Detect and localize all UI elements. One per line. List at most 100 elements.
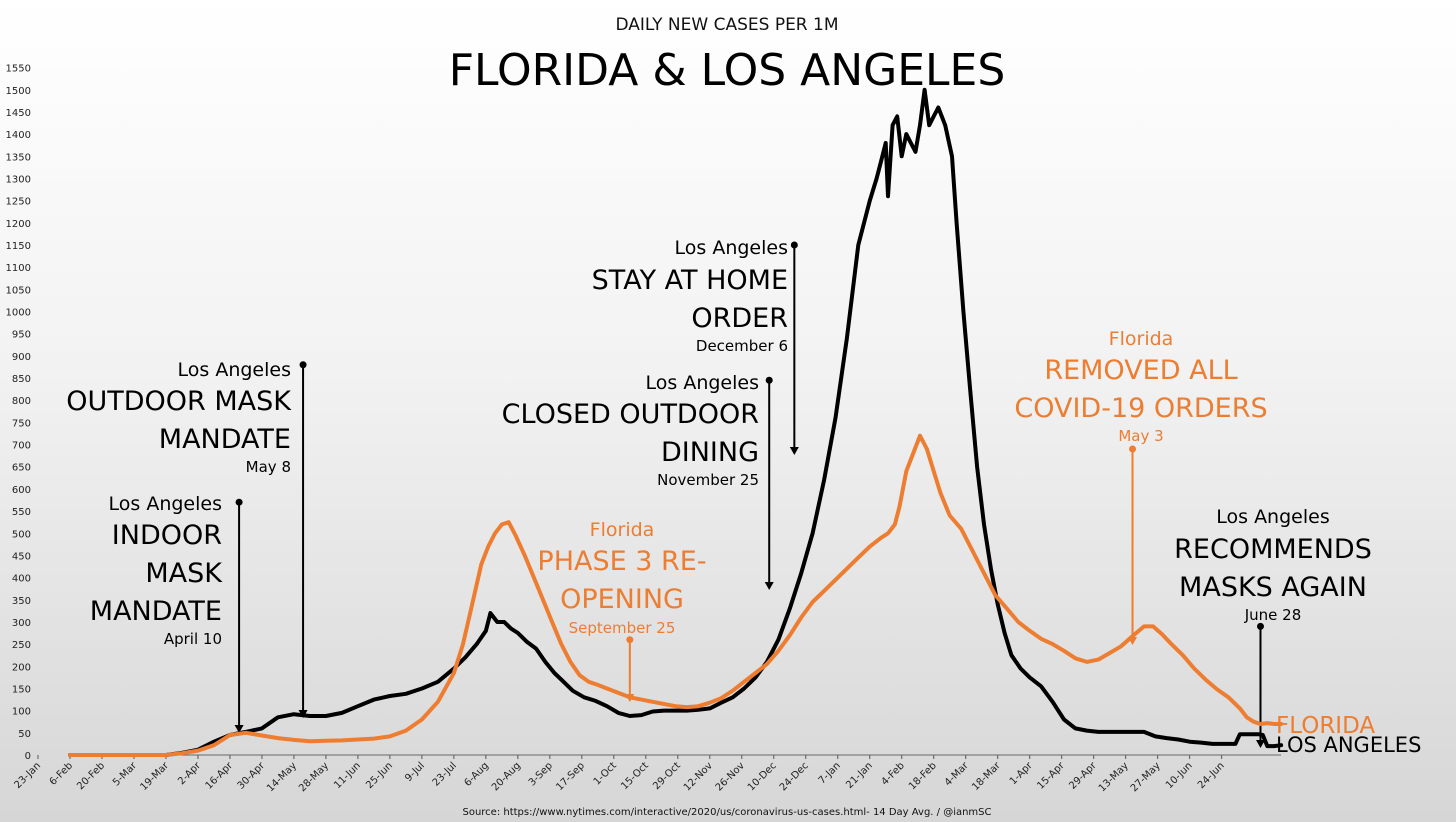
y-tick-label: 1150 [6, 241, 31, 252]
annotation-headline: OUTDOOR MASK [66, 386, 292, 417]
x-tick-label: 19-Mar [138, 760, 171, 793]
x-tick-label: 6-Feb [48, 760, 75, 787]
y-tick-label: 1050 [6, 285, 31, 296]
annotation-arrow-head [764, 582, 774, 590]
x-tick-label: 3-Sep [527, 760, 555, 788]
y-tick-label: 400 [12, 574, 31, 585]
x-tick-label: 29-Apr [1067, 760, 1099, 792]
annotation-headline: STAY AT HOME [592, 265, 788, 296]
y-tick-label: 800 [12, 396, 31, 407]
annotation-arrow-head [1255, 740, 1265, 748]
x-tick-label: 10-Dec [746, 760, 779, 793]
x-tick-label: 2-Apr [176, 760, 204, 788]
annotation-headline: MANDATE [159, 424, 291, 455]
annotation-region: Los Angeles [675, 237, 788, 259]
annotation-region: Los Angeles [178, 359, 291, 381]
annotation-headline: MASKS AGAIN [1179, 572, 1367, 603]
x-tick-label: 10-Jun [1164, 760, 1195, 791]
y-tick-label: 1350 [6, 152, 31, 163]
annotation-headline: COVID-19 ORDERS [1014, 393, 1267, 424]
y-tick-label: 1100 [6, 263, 31, 274]
x-tick-label: 15-Apr [1035, 760, 1067, 792]
annotation-headline: PHASE 3 RE- [537, 546, 706, 577]
x-tick-label: 20-Aug [490, 760, 523, 793]
x-tick-label: 14-May [265, 760, 299, 794]
x-tick-label: 28-May [297, 760, 331, 794]
annotation-headline: INDOOR [112, 520, 222, 551]
annotation-headline: RECOMMENDS [1174, 534, 1372, 565]
x-tick-label: 1-Apr [1008, 760, 1036, 788]
annotation-region: Florida [590, 519, 655, 541]
chart-title: FLORIDA & LOS ANGELES [449, 45, 1006, 96]
source-note: Source: https://www.nytimes.com/interact… [462, 807, 991, 818]
annotation-arrow-head [789, 447, 799, 455]
x-tick-label: 23-Jul [431, 760, 459, 788]
annotation-masks-again: Los Angeles RECOMMENDS MASKS AGAIN June 28 [1174, 506, 1372, 748]
x-tick-label: 16-Apr [204, 760, 236, 792]
annotation-phase3: Florida PHASE 3 RE- OPENING September 25 [537, 519, 707, 702]
annotation-region: Los Angeles [1216, 506, 1329, 528]
y-tick-label: 1450 [6, 108, 31, 119]
y-tick-label: 950 [12, 330, 31, 341]
annotation-headline: REMOVED ALL [1044, 355, 1237, 386]
y-axis: 0 50 100 150 200 250 300 350 400 450 500 550 600 650 7… [6, 64, 31, 762]
end-label-los-angeles: LOS ANGELES [1276, 733, 1421, 757]
annotation-headline: CLOSED OUTDOOR [502, 399, 759, 430]
y-tick-label: 650 [12, 463, 31, 474]
y-tick-label: 1400 [6, 130, 31, 141]
end-label-florida: FLORIDA [1276, 713, 1375, 739]
y-tick-label: 350 [12, 596, 31, 607]
x-tick-label: 5-Mar [111, 760, 140, 789]
y-tick-label: 600 [12, 485, 31, 496]
y-tick-label: 0 [25, 751, 31, 762]
x-tick-label: 7-Jan [817, 760, 843, 786]
annotation-closed-dining: Los Angeles CLOSED OUTDOOR DINING November … [502, 372, 774, 590]
y-tick-label: 550 [12, 507, 31, 518]
annotation-date: May 8 [246, 458, 291, 476]
y-tick-label: 850 [12, 374, 31, 385]
y-tick-label: 1500 [6, 86, 31, 97]
annotation-headline: DINING [661, 437, 759, 468]
y-tick-label: 700 [12, 441, 31, 452]
y-tick-label: 100 [12, 707, 31, 718]
x-tick-label: 23-Jan [13, 760, 44, 791]
x-tick-label: 20-Feb [75, 760, 107, 792]
y-tick-label: 450 [12, 551, 31, 562]
annotation-date: September 25 [569, 619, 676, 637]
y-tick-label: 750 [12, 418, 31, 429]
y-tick-label: 1000 [6, 308, 31, 319]
x-tick-label: 30-Apr [236, 760, 268, 792]
x-tick-label: 24-Jun [1196, 760, 1227, 791]
annotation-date: May 3 [1118, 427, 1163, 445]
x-tick-label: 27-May [1129, 760, 1163, 794]
x-tick-label: 18-Mar [970, 760, 1003, 793]
x-tick-label: 21-Jan [844, 760, 875, 791]
annotation-headline: MANDATE [90, 596, 222, 627]
annotation-headline: ORDER [691, 303, 788, 334]
x-tick-label: 17-Sep [554, 760, 587, 793]
annotation-headline: MASK [145, 558, 223, 589]
annotation-removed-orders: Florida REMOVED ALL COVID-19 ORDERS May 3 [1014, 328, 1268, 645]
x-tick-label: 13-May [1097, 760, 1131, 794]
y-tick-label: 1300 [6, 174, 31, 185]
x-tick-label: 6-Aug [463, 760, 491, 788]
series-line-florida [68, 433, 1284, 757]
annotation-outdoor-mask: Los Angeles OUTDOOR MASK MANDATE May 8 [66, 359, 308, 718]
annotation-date: November 25 [657, 471, 759, 489]
annotation-indoor-mask: Los Angeles INDOOR MASK MANDATE April 10 [90, 493, 244, 733]
annotation-region: Los Angeles [646, 372, 759, 394]
y-tick-label: 1200 [6, 219, 31, 230]
annotation-date: December 6 [696, 337, 788, 355]
x-tick-label: 1-Oct [592, 760, 619, 787]
x-tick-label: 25-Jun [364, 760, 395, 791]
y-tick-label: 500 [12, 529, 31, 540]
x-tick-label: 9-Jul [403, 760, 427, 784]
x-tick-label: 11-Jun [332, 760, 363, 791]
y-tick-label: 1250 [6, 197, 31, 208]
annotation-arrow-head [234, 725, 244, 733]
chart-subtitle: DAILY NEW CASES PER 1M [615, 15, 838, 35]
x-tick-label: 15-Oct [619, 760, 651, 792]
